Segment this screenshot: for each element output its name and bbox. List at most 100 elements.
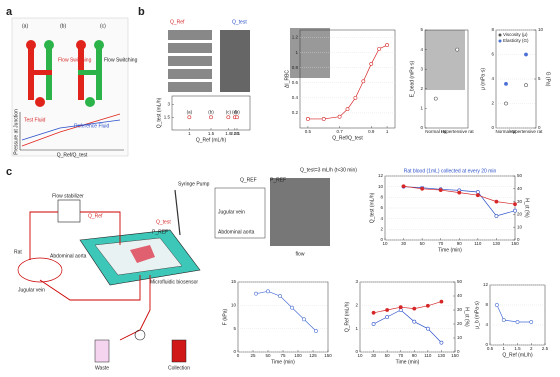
- x-tick-label: Hypertensive rat: [441, 129, 475, 134]
- label: Abdominal aorta: [218, 229, 255, 235]
- y2-tick-label: 20: [517, 212, 523, 217]
- data-point: [266, 289, 270, 294]
- label: (a): [22, 23, 28, 29]
- data-point: [439, 299, 444, 304]
- valve: [134, 329, 146, 341]
- data-point: [420, 186, 425, 191]
- y-tick-label: 10: [378, 184, 384, 189]
- y2-tick-label: 30: [457, 307, 463, 312]
- x-tick-label: 0.7: [336, 129, 343, 134]
- label: P_REF: [270, 177, 286, 183]
- data-point: [412, 319, 417, 324]
- x-tick-label: 0.5: [487, 346, 494, 351]
- label: Q_REF: [240, 177, 257, 183]
- y2-tick-label: 50: [457, 279, 463, 284]
- data-point: [209, 115, 213, 120]
- label: Collection: [168, 365, 190, 371]
- label: Q_test: [156, 219, 171, 225]
- x-tick-label: 150: [451, 353, 459, 358]
- label: Q_test: [232, 19, 247, 25]
- port: [44, 40, 54, 50]
- series-line: [255, 290, 317, 332]
- data-point: [361, 79, 366, 84]
- y-tick-label: 2: [355, 303, 358, 308]
- x-tick-label: 2.5: [542, 346, 549, 351]
- y2-tick-label: 40: [517, 186, 523, 191]
- y-tick-label: 0: [233, 349, 236, 354]
- plot-frame: [237, 281, 329, 353]
- label: Syringe Pump: [178, 181, 210, 187]
- y2-tick-label: 20: [457, 321, 463, 326]
- y-axis-label: μ_b (mPa·s): [474, 301, 480, 329]
- data-point: [457, 190, 462, 195]
- tube: [80, 211, 121, 245]
- data-point: [371, 322, 376, 326]
- legend-label: Viscosity (μ): [503, 32, 528, 37]
- plot-frame: [489, 284, 546, 346]
- data-point: [494, 199, 499, 204]
- image: [168, 43, 212, 53]
- x-tick-label: 1: [188, 131, 191, 136]
- x-tick-label: 100: [294, 353, 302, 358]
- x-tick-label: 2.05: [230, 131, 239, 136]
- y-axis-label: E_bead (mPa·s): [409, 60, 415, 97]
- data-point: [226, 115, 231, 120]
- tube-waste: [94, 339, 110, 363]
- data-point: [306, 117, 310, 121]
- x-axis-label: Time (min): [271, 359, 295, 365]
- y-tick-label: 12: [483, 282, 489, 287]
- data-point: [371, 310, 376, 315]
- tube-collection: [171, 339, 187, 363]
- y2-tick-label: 40: [457, 293, 463, 298]
- series-line: [496, 304, 532, 323]
- x-axis-label: Time (min): [438, 247, 462, 253]
- image: [425, 30, 465, 90]
- y-tick-label: 12: [378, 173, 384, 178]
- y2-tick-label: 0: [538, 125, 541, 130]
- x-tick-label: 125: [309, 353, 317, 358]
- x-axis-label: Time (min): [396, 359, 420, 365]
- y-tick-label: 5: [233, 326, 236, 331]
- label: Flow Switching: [104, 57, 138, 63]
- image: [168, 56, 212, 66]
- y-tick-label: 3: [355, 279, 358, 284]
- series-line: [373, 309, 442, 343]
- y-axis-label: Q_test (mL/h): [156, 97, 162, 128]
- y-axis-label: F (kPa): [222, 308, 228, 325]
- data-point: [529, 320, 534, 324]
- y2-tick-label: 10: [517, 224, 523, 229]
- y-tick-label: 0: [355, 349, 358, 354]
- y-axis-label: Q_test (mL/h): [369, 192, 375, 223]
- label: (c): [100, 23, 106, 29]
- tube: [39, 275, 141, 301]
- y-tick-label: 4: [420, 47, 423, 52]
- point-label: (a): [187, 109, 193, 114]
- data-point: [513, 202, 517, 207]
- x-tick-label: 70: [438, 241, 444, 246]
- data-point: [494, 214, 499, 218]
- y-tick-label: 10: [231, 303, 237, 308]
- plot-frame: [424, 29, 469, 129]
- point-label: (e): [234, 109, 240, 114]
- x-axis-label: Q_Ref (mL/h): [196, 137, 227, 143]
- legend-marker: [498, 39, 502, 43]
- data-point: [475, 193, 480, 198]
- y-tick-label: 4: [485, 322, 488, 327]
- y2-tick-label: 10: [538, 27, 544, 32]
- point-label: (b): [208, 109, 214, 114]
- label: Rat: [14, 249, 22, 255]
- channel: [130, 245, 155, 263]
- x-tick-label: 1: [386, 129, 389, 134]
- x-tick-label: Normal rat: [495, 129, 517, 134]
- label: Waste: [95, 365, 109, 371]
- label: Jugular vein: [218, 209, 245, 215]
- diagram-c: Flow stabilizer Syringe Pump Rat Jugular…: [14, 167, 357, 371]
- data-point: [515, 320, 520, 324]
- y-tick-label: 8: [380, 195, 383, 200]
- data-point: [433, 96, 438, 101]
- image: [290, 28, 330, 78]
- data-point: [412, 306, 417, 311]
- x-tick-label: 1: [502, 346, 505, 351]
- y-tick-label: 8: [491, 27, 494, 32]
